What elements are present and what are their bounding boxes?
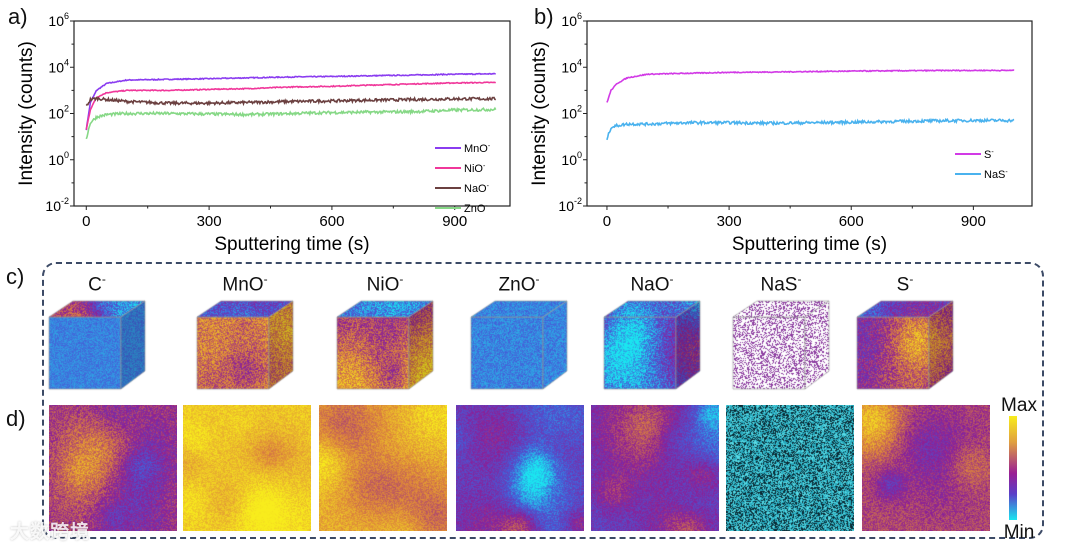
x-axis-label: Sputtering time (s) [214, 234, 369, 255]
plot-frame [586, 20, 1033, 207]
cube-3d-s [849, 293, 961, 393]
heatmap-c [49, 405, 177, 531]
cube-3d-mno [189, 293, 301, 393]
colorbar-min-label: Min [1003, 522, 1035, 543]
panel-cd-frame [42, 262, 1044, 539]
heatmap-nas [726, 405, 854, 531]
series-line-nao [85, 95, 497, 107]
x-tick-label: 600 [839, 213, 864, 230]
x-tick-label: 0 [603, 213, 611, 230]
legend-label-nio: NiO- [464, 163, 486, 175]
y-tick-label: 102 [561, 104, 582, 122]
y-tick-label: 100 [48, 150, 69, 168]
x-axis-label: Sputtering time (s) [732, 234, 887, 255]
y-tick-label: 102 [48, 104, 69, 122]
species-label-nas: NaS- [760, 272, 802, 296]
y-axis-label: Intensity (counts) [530, 41, 550, 186]
species-label-c: C- [88, 272, 106, 296]
series-line-nio [85, 81, 497, 130]
heatmap-mno [183, 405, 311, 531]
x-tick-label: 600 [319, 213, 344, 230]
y-tick-label: 104 [561, 57, 582, 75]
cube-3d-nas [725, 293, 837, 393]
panel-b-label: b) [534, 4, 554, 29]
x-tick-label: 300 [197, 213, 222, 230]
cube-3d-zno [463, 293, 575, 393]
chart-a: 0 300 600 900 10-2 100 102 104 106 Sputtering tim… [16, 11, 511, 255]
colorbar-max-label: Max [1001, 395, 1037, 416]
y-tick-label: 104 [48, 57, 69, 75]
y-tick-label: 10-2 [45, 196, 69, 214]
chart-b: 0 300 600 900 10-2 100 102 104 106 Sputtering tim… [530, 11, 1033, 255]
cube-3d-nao [596, 293, 708, 393]
x-tick-label: 0 [82, 213, 90, 230]
panel-c-label: c) [6, 264, 25, 289]
series-line-zno [85, 106, 497, 140]
legend-label-nas: NaS- [984, 169, 1008, 181]
colorbar [1009, 416, 1017, 520]
species-label-nio: NiO- [366, 272, 404, 296]
legend-label-mno: MnO- [464, 143, 491, 155]
y-tick-label: 10-2 [558, 196, 582, 214]
heatmap-nao [591, 405, 719, 531]
series-line-mno [85, 72, 496, 131]
y-tick-label: 106 [48, 11, 69, 29]
y-tick-label: 100 [561, 150, 582, 168]
legend-label-nao: NaO- [464, 183, 490, 195]
x-tick-label: 900 [961, 213, 986, 230]
species-label-mno: MnO- [222, 272, 268, 296]
series-line-s [606, 68, 1015, 103]
heatmap-s [862, 405, 990, 531]
cube-3d-c [41, 293, 153, 393]
cube-3d-nio [329, 293, 441, 393]
heatmap-zno [456, 405, 584, 531]
species-label-zno: ZnO- [498, 272, 540, 296]
legend-label-zno: ZnO- [464, 203, 488, 215]
species-label-nao: NaO- [630, 272, 674, 296]
panel-a-label: a) [8, 4, 28, 29]
y-axis-label: Intensity (counts) [16, 41, 37, 186]
series-line-nas [606, 117, 1015, 141]
species-label-s: S- [896, 272, 914, 296]
legend-label-s: S- [984, 149, 994, 161]
panel-d-label: d) [6, 406, 26, 431]
y-tick-label: 106 [561, 11, 582, 29]
x-tick-label: 900 [442, 213, 467, 230]
x-tick-label: 300 [717, 213, 742, 230]
watermark: 大数跨境 [10, 522, 91, 543]
heatmap-nio [319, 405, 447, 531]
